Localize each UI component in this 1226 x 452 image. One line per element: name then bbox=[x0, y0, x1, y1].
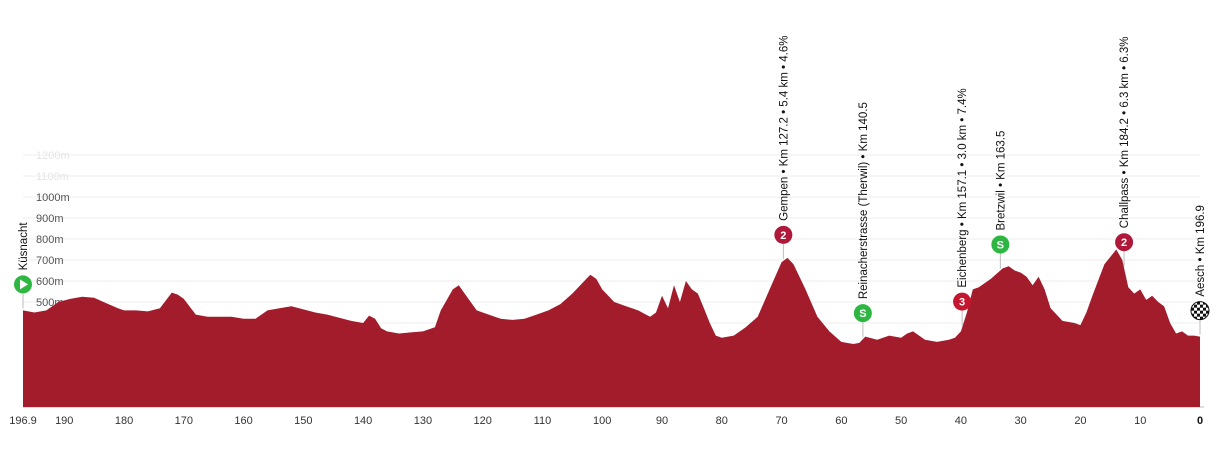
y-tick-label: 1000m bbox=[36, 192, 70, 204]
y-tick-label: 1100m bbox=[36, 171, 69, 183]
marker-label: Bretzwil • Km 163.5 bbox=[995, 131, 1007, 231]
marker-label: Eichenberg • Km 157.1 • 3.0 km • 7.4% bbox=[957, 88, 969, 287]
x-tick-label: 40 bbox=[955, 415, 967, 427]
climb-badge bbox=[774, 225, 793, 244]
x-tick-label: 80 bbox=[716, 415, 728, 427]
x-tick-label: 196.9 bbox=[9, 415, 37, 427]
marker-label: Reinacherstrasse (Therwil) • Km 140.5 bbox=[858, 102, 870, 299]
marker-climb: 3 Eichenberg • Km 157.1 • 3.0 km • 7.4% bbox=[953, 88, 972, 326]
sprint-badge bbox=[853, 304, 872, 323]
y-tick-label: 800m bbox=[36, 234, 64, 246]
elevation-area bbox=[23, 249, 1200, 407]
x-tick-label: 170 bbox=[175, 415, 193, 427]
y-tick-label: 900m bbox=[36, 213, 64, 225]
x-tick-label: 30 bbox=[1015, 415, 1027, 427]
x-tick-label: 0 bbox=[1197, 415, 1203, 427]
marker-climb: 2 Challpass • Km 184.2 • 6.3 km • 6.3% bbox=[1115, 36, 1134, 267]
badge-category: 3 bbox=[959, 297, 965, 309]
marker-climb: 2 Gempen • Km 127.2 • 5.4 km • 4.6% bbox=[774, 36, 793, 259]
y-tick-label: 600m bbox=[36, 276, 64, 288]
marker-label: Küsnacht bbox=[18, 222, 30, 271]
x-tick-label: 60 bbox=[835, 415, 847, 427]
badge-category: 2 bbox=[780, 230, 786, 242]
marker-sprint: S Reinacherstrasse (Therwil) • Km 140.5 bbox=[853, 102, 872, 338]
x-tick-label: 110 bbox=[534, 415, 552, 427]
x-tick-label: 20 bbox=[1074, 415, 1086, 427]
y-tick-label: 700m bbox=[36, 255, 64, 267]
badge-category: 2 bbox=[1121, 237, 1127, 249]
route-markers: Küsnacht 2 Gempen • Km 127.2 • 5.4 km • 4.… bbox=[14, 36, 1210, 338]
x-tick-label: 120 bbox=[474, 415, 492, 427]
x-tick-label: 140 bbox=[354, 415, 372, 427]
badge-category: S bbox=[997, 240, 1004, 252]
y-tick-label: 1200m bbox=[36, 150, 70, 162]
marker-label: Aesch • Km 196.9 bbox=[1195, 205, 1207, 297]
sprint-badge bbox=[991, 235, 1010, 254]
play-icon bbox=[20, 279, 28, 290]
marker-start: Küsnacht bbox=[14, 222, 32, 309]
x-tick-label: 180 bbox=[115, 415, 133, 427]
climb-badge bbox=[1115, 233, 1134, 252]
x-tick-label: 150 bbox=[294, 415, 312, 427]
marker-label: Gempen • Km 127.2 • 5.4 km • 4.6% bbox=[778, 36, 790, 221]
x-tick-label: 90 bbox=[656, 415, 668, 427]
badge-category: S bbox=[859, 308, 866, 320]
marker-finish: Aesch • Km 196.9 bbox=[1190, 205, 1210, 335]
x-axis-ticks: 196.9 190 180 170 160 150 140 130 120 110 100 90 80 7… bbox=[9, 415, 1203, 427]
climb-badge bbox=[953, 292, 972, 311]
x-tick-label: 50 bbox=[895, 415, 907, 427]
marker-sprint: S Bretzwil • Km 163.5 bbox=[991, 131, 1010, 269]
x-tick-label: 190 bbox=[55, 415, 73, 427]
x-tick-label: 160 bbox=[234, 415, 252, 427]
x-tick-label: 70 bbox=[775, 415, 787, 427]
marker-label: Challpass • Km 184.2 • 6.3 km • 6.3% bbox=[1119, 36, 1131, 228]
x-tick-label: 100 bbox=[593, 415, 611, 427]
x-tick-label: 10 bbox=[1134, 415, 1146, 427]
x-tick-label: 130 bbox=[414, 415, 432, 427]
